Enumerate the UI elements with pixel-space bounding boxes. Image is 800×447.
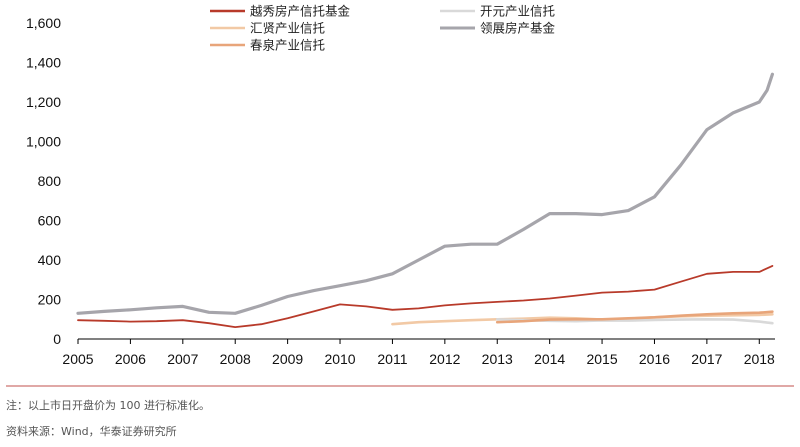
x-tick-label: 2014 <box>534 351 565 367</box>
x-tick-label: 2006 <box>115 351 146 367</box>
x-tick-label: 2008 <box>220 351 251 367</box>
y-axis: 0 200 400 600 800 1,000 1,200 1,400 1,600 <box>26 15 61 347</box>
y-tick-label: 600 <box>38 213 62 229</box>
series-line <box>77 265 774 328</box>
x-tick-label: 2015 <box>586 351 617 367</box>
series-line <box>76 72 774 315</box>
x-tick-label: 2007 <box>167 351 198 367</box>
y-tick-label: 400 <box>38 252 62 268</box>
y-tick-label: 1,000 <box>26 134 61 150</box>
source-note: 资料来源：Wind，华泰证券研究所 <box>6 425 177 438</box>
footnote: 注：以上市日开盘价为 100 进行标准化。 <box>6 399 210 412</box>
x-tick-label: 2017 <box>691 351 722 367</box>
x-axis: 2005 2006 2007 2008 2009 2010 2011 2012 2013 2014… <box>62 338 775 367</box>
x-tick-label: 2013 <box>482 351 513 367</box>
legend-label: 领展房产基金 <box>480 21 556 36</box>
plot-area <box>76 72 774 328</box>
legend-label: 越秀房产信托基金 <box>250 4 351 19</box>
y-tick-label: 800 <box>38 173 62 189</box>
x-tick-label: 2005 <box>62 351 93 367</box>
legend-label: 开元产业信托 <box>480 4 555 19</box>
y-tick-label: 1,400 <box>26 55 61 71</box>
x-tick-label: 2016 <box>639 351 670 367</box>
y-tick-label: 1,200 <box>26 94 61 110</box>
x-tick-label: 2012 <box>429 351 460 367</box>
x-tick-label: 2018 <box>744 351 775 367</box>
legend-label: 春泉产业信托 <box>250 38 325 53</box>
series-line <box>495 310 774 324</box>
x-tick-label: 2010 <box>324 351 355 367</box>
y-tick-label: 0 <box>53 331 61 347</box>
x-tick-label: 2011 <box>377 351 407 367</box>
legend-label: 汇贤产业信托 <box>250 21 325 36</box>
y-tick-label: 200 <box>38 292 62 308</box>
y-tick-label: 1,600 <box>26 15 61 31</box>
x-tick-label: 2009 <box>272 351 303 367</box>
